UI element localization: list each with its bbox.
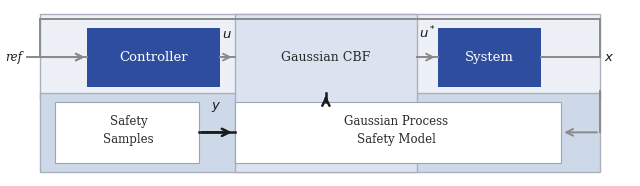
Text: Gaussian Process
Safety Model: Gaussian Process Safety Model [344,115,449,146]
Text: Gaussian CBF: Gaussian CBF [281,51,371,64]
Text: $u$: $u$ [222,28,232,41]
Text: $x$: $x$ [604,51,614,64]
Bar [40,93,600,172]
Text: ref: ref [6,51,22,64]
Text: $y$: $y$ [211,100,221,114]
Text: System: System [465,51,514,64]
Bar [438,28,541,87]
Bar [55,102,199,163]
Bar [235,14,417,172]
Bar [88,28,220,87]
Text: Controller: Controller [119,51,188,64]
Text: Safety
Samples: Safety Samples [103,115,154,146]
Bar [235,102,561,163]
Text: $u^*$: $u^*$ [419,24,436,41]
Bar [40,14,600,100]
